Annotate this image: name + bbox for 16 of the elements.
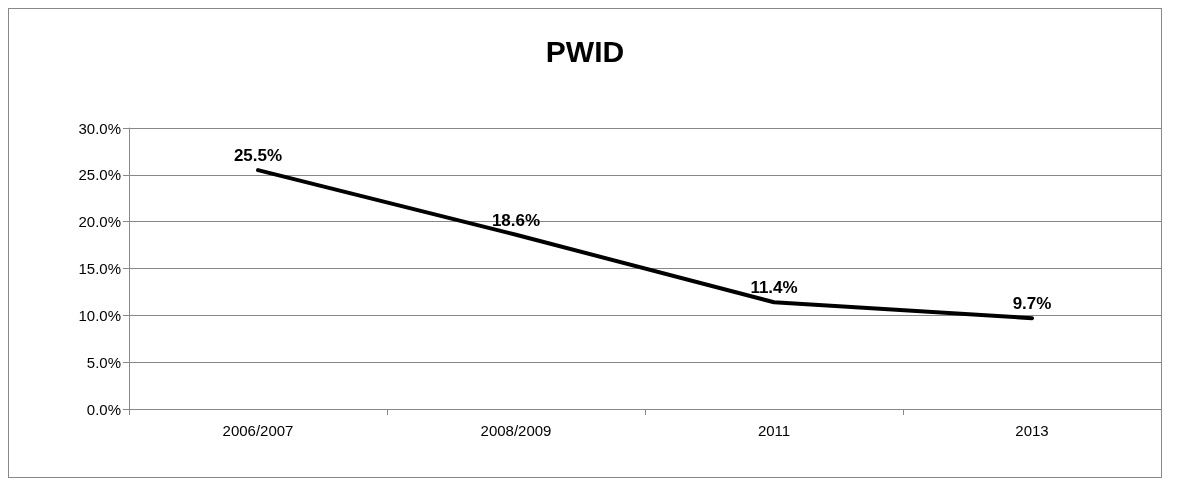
y-tick-label: 15.0% [78, 260, 121, 277]
x-tick-label: 2011 [757, 422, 791, 439]
data-label: 9.7% [1012, 294, 1052, 314]
data-label: 25.5% [233, 146, 283, 166]
y-tick-label: 25.0% [78, 166, 121, 184]
data-label: 11.4% [750, 278, 798, 298]
y-tick-label: 10.0% [78, 306, 121, 324]
y-tick-label: 0.0% [86, 400, 121, 418]
x-tick-label: 2008/2009 [480, 422, 552, 439]
x-tick-label: 2013 [1015, 422, 1049, 439]
chart-title: PWID [545, 34, 625, 68]
y-tick-label: 20.0% [78, 213, 121, 231]
data-label: 18.6% [491, 210, 541, 230]
y-tick-label: 30.0% [78, 119, 121, 137]
y-tick-label: 5.0% [86, 353, 121, 371]
x-tick-label: 2006/2007 [222, 422, 294, 439]
